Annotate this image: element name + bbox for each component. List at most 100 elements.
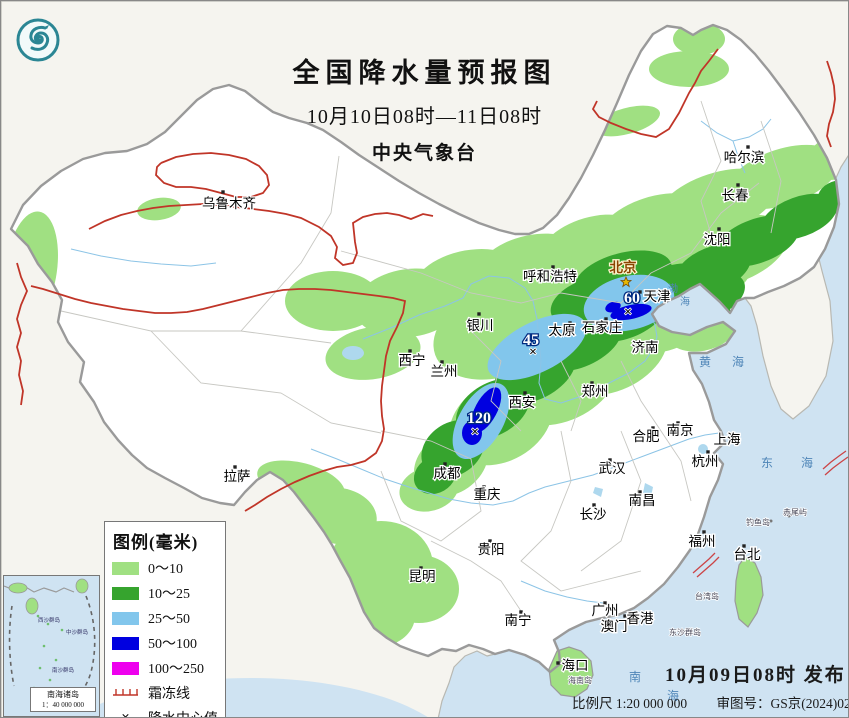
city-label: 重庆 [474, 487, 501, 502]
city-dot-icon [233, 465, 237, 469]
island-label: 海南岛 [568, 675, 592, 685]
city-dot-icon [477, 312, 481, 316]
legend-rows: 0～10 10～25 25～50 50～100 100～250 [112, 558, 218, 678]
legend-item: 0～10 [112, 558, 218, 578]
city-label: 上海 [714, 432, 741, 447]
city-dot-icon [746, 145, 750, 149]
city-dot-icon [676, 421, 680, 425]
city-label: 北京 [610, 259, 637, 275]
city-label: 南宁 [505, 612, 532, 628]
inset-island-label: 西沙群岛 [38, 616, 61, 624]
precip-center-values: 45×60×120× [466, 289, 642, 441]
diaoyu-islet [769, 519, 773, 523]
city-dot-icon [523, 391, 527, 395]
city-dot-icon [736, 183, 740, 187]
frost-lines [16, 48, 848, 578]
city-长沙: 长沙 [578, 503, 608, 523]
legend-swatch [112, 611, 139, 625]
city-海口: 海口 [556, 657, 590, 674]
city-石家庄: 石家庄 [580, 317, 624, 336]
city-dot-icon [702, 530, 706, 534]
sea-label: 海 [801, 455, 813, 470]
city-南京: 南京 [665, 421, 695, 439]
legend-swatch [112, 636, 139, 650]
island-label: 赤尾屿 [783, 508, 807, 517]
center-value: 45 [523, 332, 539, 349]
city-上海: 上海 [712, 431, 742, 449]
city-dot-icon [638, 290, 642, 294]
city-label: 台北 [734, 547, 762, 562]
city-label: 昆明 [409, 569, 436, 584]
city-太原: 太原 [547, 321, 577, 339]
city-福州: 福州 [687, 530, 717, 550]
city-label: 南京 [667, 423, 694, 438]
legend-item: 10～25 [112, 583, 218, 603]
city-贵阳: 贵阳 [476, 539, 506, 558]
city-label: 天津 [644, 289, 671, 304]
center-value-symbol: × [121, 710, 130, 718]
city-label: 合肥 [633, 429, 660, 444]
legend-item-label: 25～50 [148, 612, 190, 627]
city-label: 澳门 [601, 619, 628, 634]
city-南宁: 南宁 [503, 610, 533, 629]
city-dot-icon [592, 503, 596, 507]
legend-item-label: 10～25 [148, 587, 190, 602]
city-label: 海口 [562, 658, 589, 673]
center-value: 120 [467, 410, 491, 427]
sea-label: 南 [629, 669, 641, 684]
city-dot-icon [605, 620, 609, 624]
south-china-sea-inset: 西沙群岛 中沙群岛 南沙群岛 南海诸岛 1：40 000 000 [3, 575, 100, 717]
city-dot-icon [551, 265, 555, 269]
city-dot-icon [638, 490, 642, 494]
center-cross-icon: × [624, 305, 632, 320]
center-cross-icon: × [471, 425, 479, 440]
city-label: 拉萨 [224, 469, 251, 484]
city-label: 杭州 [692, 454, 719, 469]
city-银川: 银川 [465, 312, 495, 334]
city-兰州: 兰州 [429, 360, 459, 380]
city-label: 郑州 [582, 384, 609, 399]
legend-item: 25～50 [112, 608, 218, 628]
inset-label-box: 南海诸岛 1：40 000 000 [30, 687, 96, 712]
city-dot-icon [603, 601, 607, 605]
city-沈阳: 沈阳 [702, 227, 732, 248]
city-dot-icon [519, 610, 523, 614]
sea-label: 黄 [699, 355, 711, 369]
city-重庆: 重庆 [472, 485, 502, 503]
city-天津: 天津 [638, 288, 672, 305]
capital-star-icon [619, 275, 633, 288]
city-label: 哈尔滨 [724, 150, 765, 165]
city-label: 太原 [549, 323, 576, 338]
sea-labels: 渤海黄 海东 海南海 [629, 282, 813, 703]
city-dot-icon [568, 321, 572, 325]
city-dot-icon [742, 544, 746, 548]
city-label: 长春 [722, 188, 750, 203]
legend-center-row: × 降水中心值 [112, 708, 218, 718]
inset-scale: 1：40 000 000 [42, 701, 84, 709]
city-label: 银川 [467, 318, 494, 333]
city-杭州: 杭州 [690, 450, 720, 470]
frost-line-label: 霜冻线 [148, 687, 190, 702]
city-dot-icon [590, 381, 594, 385]
city-dot-icon [443, 462, 447, 466]
city-南昌: 南昌 [627, 490, 657, 509]
city-dot-icon [482, 485, 486, 489]
sea-label: 海 [667, 688, 679, 703]
legend-item-label: 50～100 [148, 637, 197, 652]
city-dot-icon [408, 349, 412, 353]
city-武汉: 武汉 [597, 458, 627, 477]
city-label: 西宁 [399, 352, 426, 368]
island-label: 钓鱼岛 [746, 517, 770, 527]
legend-swatch [112, 661, 139, 675]
legend-item-label: 100～250 [148, 662, 204, 677]
city-label: 成都 [434, 466, 461, 481]
city-label: 南昌 [629, 493, 656, 508]
sea-label: 海 [680, 295, 690, 308]
city-label: 兰州 [431, 364, 458, 379]
city-label: 济南 [632, 340, 659, 355]
island-label: 东沙群岛 [669, 627, 701, 637]
city-label: 乌鲁木齐 [202, 196, 256, 211]
city-合肥: 合肥 [631, 426, 661, 445]
city-昆明: 昆明 [407, 566, 437, 585]
